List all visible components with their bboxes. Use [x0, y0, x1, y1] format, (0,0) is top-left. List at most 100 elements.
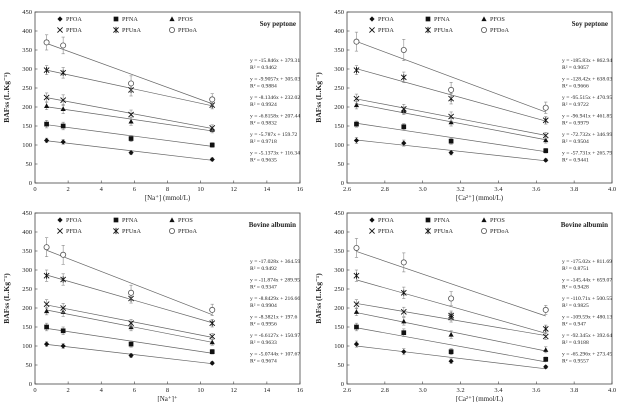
data-point [448, 119, 454, 125]
data-point [542, 325, 549, 332]
data-point [448, 138, 454, 144]
series-pfdoa [353, 238, 549, 317]
data-point [43, 272, 50, 279]
legend-marker [57, 228, 63, 234]
data-point [400, 259, 407, 266]
regression-equation: y = -128.42x + 638.03 [562, 77, 612, 83]
r-squared: R² = 0.9956 [250, 322, 277, 328]
data-point [401, 318, 407, 324]
data-point [128, 118, 134, 124]
panel-title: Bovine albumin [249, 221, 296, 229]
data-point [353, 67, 360, 74]
legend-label: PFNA [434, 16, 450, 23]
legend-marker [168, 227, 175, 234]
r-squared: R² = 0.9428 [562, 285, 589, 291]
data-point [43, 137, 50, 144]
data-point [209, 333, 216, 340]
legend-entry: PFNA [425, 217, 450, 224]
y-axis-label: BAFss (L.Kg⁻¹) [314, 72, 323, 123]
data-point [60, 343, 66, 349]
data-point [60, 97, 67, 104]
data-point [543, 356, 549, 362]
x-tick-label: 10 [197, 186, 204, 193]
data-point [353, 102, 360, 108]
data-point [128, 320, 134, 327]
legend-marker [169, 16, 175, 22]
legend-label: PFNA [122, 217, 138, 224]
x-tick-label: 2 [67, 387, 70, 394]
plot-frame [346, 11, 613, 184]
regression-equation: y = -11.874x + 289.95 [250, 278, 300, 284]
regression-equation: y = -15.846x + 379.31 [250, 58, 300, 64]
y-tick-label: 350 [22, 248, 32, 255]
legend-entry: PFOA [369, 217, 394, 224]
legend-marker [425, 16, 431, 22]
y-tick-label: 200 [334, 305, 344, 312]
y-tick-label: 250 [22, 286, 32, 293]
legend-label: PFDoA [490, 228, 509, 235]
series-pfos [43, 306, 215, 346]
y-tick-label: 450 [334, 9, 344, 16]
r-squared: R² = 0.9979 [562, 121, 589, 127]
x-tick-label: 3.2 [457, 186, 465, 193]
x-axis-label: [Ca²⁺] (mmol/L) [456, 194, 504, 202]
data-point [448, 349, 454, 355]
y-tick-label: 100 [22, 343, 32, 350]
x-tick-label: 12 [231, 186, 238, 193]
legend-marker [369, 27, 375, 33]
data-point [400, 74, 407, 81]
data-point [60, 328, 66, 334]
legend-entry: PFDoA [480, 227, 509, 235]
legend-label: PFOA [66, 217, 82, 224]
regression-equation: y = -72.732x + 346.99 [562, 132, 612, 138]
data-point [60, 276, 67, 283]
x-tick-label: 3.0 [419, 387, 427, 394]
data-point [448, 295, 455, 302]
y-tick-label: 0 [29, 180, 32, 187]
data-point [43, 301, 50, 308]
y-axis-label: BAFss (L.Kg⁻¹) [2, 273, 11, 324]
series-pfoa [43, 137, 215, 163]
regression-line [46, 124, 213, 147]
r-squared: R² = 0.8751 [562, 266, 589, 272]
legend-label: PFDoA [490, 27, 509, 34]
regression-line [356, 345, 546, 370]
legend-marker [113, 26, 119, 34]
x-tick-label: 8 [166, 186, 169, 193]
regression-equation: y = -96.941x + 461.85 [562, 114, 612, 120]
x-tick-label: 2.8 [381, 387, 389, 394]
regression-line [356, 251, 546, 317]
series-pfuna [43, 269, 216, 328]
legend-entry: PFOA [369, 16, 394, 23]
data-point [400, 47, 407, 54]
data-point [543, 137, 549, 143]
data-point [401, 349, 407, 355]
legend-entry: PFDA [369, 27, 394, 34]
legend-marker [113, 217, 119, 223]
r-squared: R² = 0.9462 [250, 65, 277, 71]
regression-line [46, 140, 213, 161]
regression-line [46, 43, 213, 105]
series-pfuna [353, 269, 549, 334]
series-pfna [44, 322, 215, 355]
data-point [60, 106, 66, 111]
data-point [60, 251, 67, 258]
r-squared: R² = 0.9722 [562, 102, 589, 108]
legend-marker [113, 227, 119, 235]
regression-equation: y = -5.787x + 159.72 [250, 132, 298, 138]
x-tick-label: 16 [297, 186, 304, 193]
y-tick-label: 150 [334, 324, 344, 331]
data-point [542, 104, 549, 111]
legend-label: PFUnA [122, 228, 141, 235]
legend-entry: PFOA [57, 16, 82, 23]
regression-equation: y = -5.1373x + 116.34 [250, 151, 300, 157]
regression-line [46, 106, 213, 132]
y-tick-label: 300 [334, 267, 344, 274]
regression-equation: y = -8.8429x + 216.66 [250, 296, 300, 302]
legend-entry: PFDA [57, 228, 82, 235]
series-pfdoa [353, 31, 549, 114]
y-tick-label: 300 [334, 66, 344, 73]
data-point [43, 341, 50, 347]
legend-marker [57, 27, 63, 33]
data-point [401, 330, 407, 336]
